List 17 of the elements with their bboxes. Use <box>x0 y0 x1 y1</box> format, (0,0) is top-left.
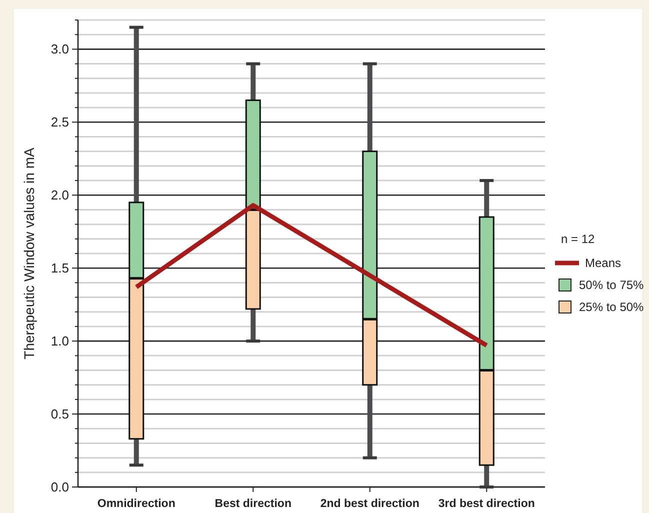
legend-label: 25% to 50% <box>579 300 644 314</box>
line-series <box>134 203 489 348</box>
y-tick-label: 1.5 <box>50 260 69 276</box>
y-tick-label: 1.0 <box>50 334 69 349</box>
legend-label: Means <box>585 256 622 270</box>
x-tick-label: Best direction <box>214 498 292 510</box>
legend-label: 50% to 75% <box>579 278 644 292</box>
y-tick-label: 0.5 <box>50 406 69 422</box>
legend-title: n = 12 <box>561 232 596 246</box>
x-tick-label: 2nd best direction <box>320 498 420 510</box>
y-axis-title: Therapeutic Window values in mA <box>21 147 37 360</box>
y-tick-label: 3.0 <box>50 42 69 57</box>
y-tick-label: 0.0 <box>50 480 69 495</box>
y-tick-label: 2.5 <box>50 114 69 130</box>
y-tick-label: 2.0 <box>50 188 69 203</box>
x-tick-label: 3rd best direction <box>438 498 535 510</box>
x-tick-label: Omnidirection <box>97 498 176 510</box>
